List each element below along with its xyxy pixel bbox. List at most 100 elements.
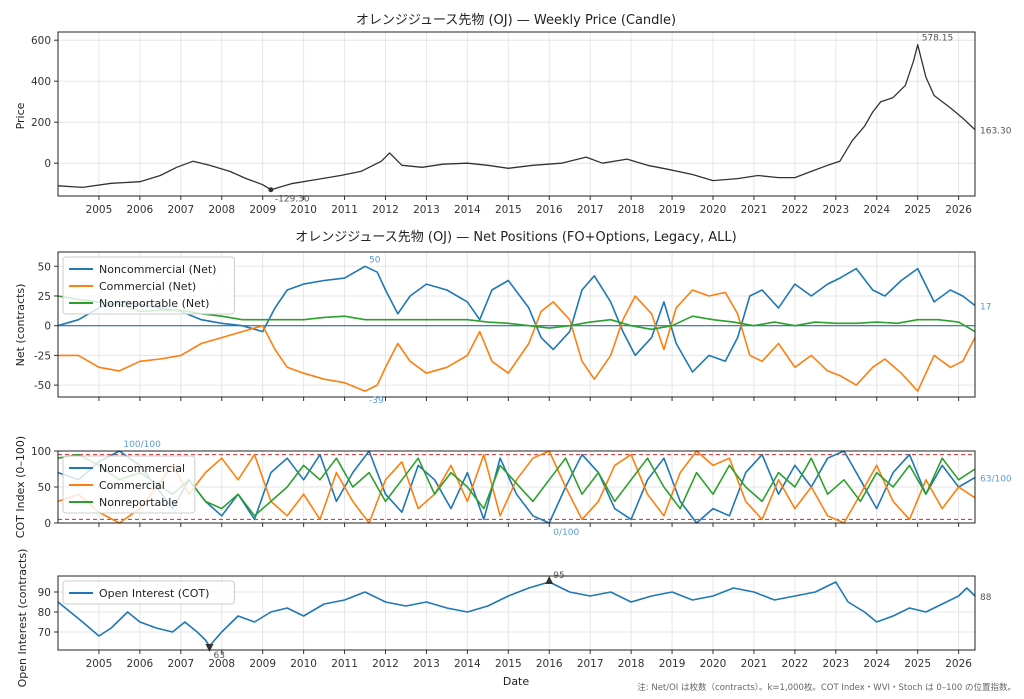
x-tick-label: 2007 <box>167 658 194 670</box>
legend-label-nonreportable: Nonreportable <box>99 496 178 509</box>
x-tick-label: 2016 <box>536 658 563 670</box>
x-tick-label: 2012 <box>372 658 399 670</box>
series-line-open_interest <box>57 581 976 647</box>
max-annotation: 50 <box>369 255 381 265</box>
price-ylabel: Price <box>14 102 27 129</box>
last-value-annotation: 17 <box>980 302 991 312</box>
x-tick-label: 2010 <box>290 658 317 670</box>
legend-box <box>62 580 235 605</box>
x-tick-label: 2026 <box>945 204 972 216</box>
plot-frame <box>57 450 976 524</box>
y-tick-label: -50 <box>34 380 51 392</box>
legend-label-open_interest: Open Interest (COT) <box>99 587 209 600</box>
max-annotation: 95 <box>553 571 564 581</box>
legend-label-noncommercial: Noncommercial (Net) <box>99 263 216 276</box>
net-positions-panel: オレンジジュース先物 (OJ) — Net Positions (FO+Opti… <box>14 230 991 406</box>
x-tick-label: 2022 <box>782 204 809 216</box>
min-annotation: 63 <box>213 651 224 661</box>
legend-label-commercial: Commercial (Net) <box>99 280 196 293</box>
x-tick-label: 2022 <box>782 658 809 670</box>
x-tick-label: 2023 <box>822 204 849 216</box>
x-tick-label: 2011 <box>331 658 358 670</box>
series-line-noncommercial <box>57 265 976 373</box>
price-panel-title: オレンジジュース先物 (OJ) — Weekly Price (Candle) <box>356 13 676 28</box>
y-tick-label: 200 <box>31 117 51 129</box>
x-tick-label: 2008 <box>208 658 235 670</box>
x-tick-label: 2008 <box>208 204 235 216</box>
series-line-commercial <box>57 450 976 524</box>
net-panel-title: オレンジジュース先物 (OJ) — Net Positions (FO+Opti… <box>295 230 736 245</box>
y-tick-label: 70 <box>38 627 51 639</box>
min-annotation: -39 <box>369 396 384 406</box>
x-tick-label: 2011 <box>331 204 358 216</box>
y-tick-label: 90 <box>38 587 51 599</box>
net-ylabel: Net (contracts) <box>14 284 27 367</box>
x-tick-label: 2020 <box>700 204 727 216</box>
x-tick-label: 2017 <box>577 658 604 670</box>
y-tick-label: 80 <box>38 607 51 619</box>
min-marker <box>268 187 274 193</box>
y-tick-label: 50 <box>38 261 51 273</box>
footnote: 注: Net/OI は枚数（contracts）。k=1,000枚。COT In… <box>637 682 1016 693</box>
y-tick-label: 600 <box>31 35 51 47</box>
x-tick-label: 2014 <box>454 204 481 216</box>
last-value-annotation: 88 <box>980 593 992 603</box>
x-tick-label: 2009 <box>249 204 276 216</box>
y-tick-label: 400 <box>31 76 51 88</box>
series-line-commercial <box>58 289 976 392</box>
x-tick-label: 2006 <box>127 204 154 216</box>
x-tick-label: 2009 <box>249 658 276 670</box>
y-tick-label: 25 <box>38 291 51 303</box>
x-tick-label: 2012 <box>372 204 399 216</box>
max-marker <box>545 576 554 584</box>
x-tick-label: 2026 <box>945 658 972 670</box>
x-tick-label: 2013 <box>413 658 440 670</box>
x-tick-label: 2025 <box>904 204 931 216</box>
x-tick-label: 2021 <box>741 204 768 216</box>
x-tick-label: 2024 <box>863 658 890 670</box>
x-tick-label: 2010 <box>290 204 317 216</box>
min-marker <box>205 644 214 652</box>
max-annotation: 100/100 <box>123 440 161 450</box>
x-tick-label: 2007 <box>167 204 194 216</box>
x-tick-label: 2019 <box>659 204 686 216</box>
x-tick-label: 2017 <box>577 204 604 216</box>
series-line-noncommercial <box>57 450 976 524</box>
y-tick-label: 0 <box>44 158 51 170</box>
x-tick-label: 2005 <box>86 204 113 216</box>
series-line-nonreportable <box>57 295 976 333</box>
y-tick-label: 0 <box>44 518 51 530</box>
open-interest-panel: Open Interest (contracts) 2005 2006 2007 20… <box>16 549 992 688</box>
legend-box <box>62 256 235 315</box>
x-tick-label: 2006 <box>127 658 154 670</box>
cot-index-panel: COT Index (0–100) 0 50 100 100/100 0/100 63/1… <box>14 436 1012 538</box>
y-tick-label: 50 <box>38 482 51 494</box>
max-annotation: 578.15 <box>922 34 954 44</box>
plot-frame <box>57 575 976 651</box>
legend-label-noncommercial: Noncommercial <box>99 462 185 475</box>
x-axis-label: Date <box>503 675 530 688</box>
min-annotation: -129.30 <box>275 195 310 205</box>
x-tick-label: 2014 <box>454 658 481 670</box>
last-value-annotation: 163.30 <box>980 127 1012 137</box>
x-tick-label: 2018 <box>618 658 645 670</box>
x-tick-label: 2023 <box>822 658 849 670</box>
series-line-price <box>57 44 976 191</box>
legend-label-commercial: Commercial <box>99 479 165 492</box>
x-tick-label: 2005 <box>86 658 113 670</box>
x-tick-label: 2016 <box>536 204 563 216</box>
x-tick-label: 2020 <box>700 658 727 670</box>
y-tick-label: -25 <box>34 350 51 362</box>
x-tick-label: 2024 <box>863 204 890 216</box>
x-tick-label: 2018 <box>618 204 645 216</box>
price-panel: オレンジジュース先物 (OJ) — Weekly Price (Candle) … <box>14 13 1012 216</box>
series-line-nonreportable <box>57 453 976 517</box>
x-tick-label: 2025 <box>904 658 931 670</box>
y-tick-label: 100 <box>31 446 51 458</box>
y-tick-label: 0 <box>44 321 51 333</box>
x-tick-label: 2019 <box>659 658 686 670</box>
x-tick-label: 2015 <box>495 658 522 670</box>
plot-frame <box>57 251 976 398</box>
legend-label-nonreportable: Nonreportable (Net) <box>99 297 209 310</box>
